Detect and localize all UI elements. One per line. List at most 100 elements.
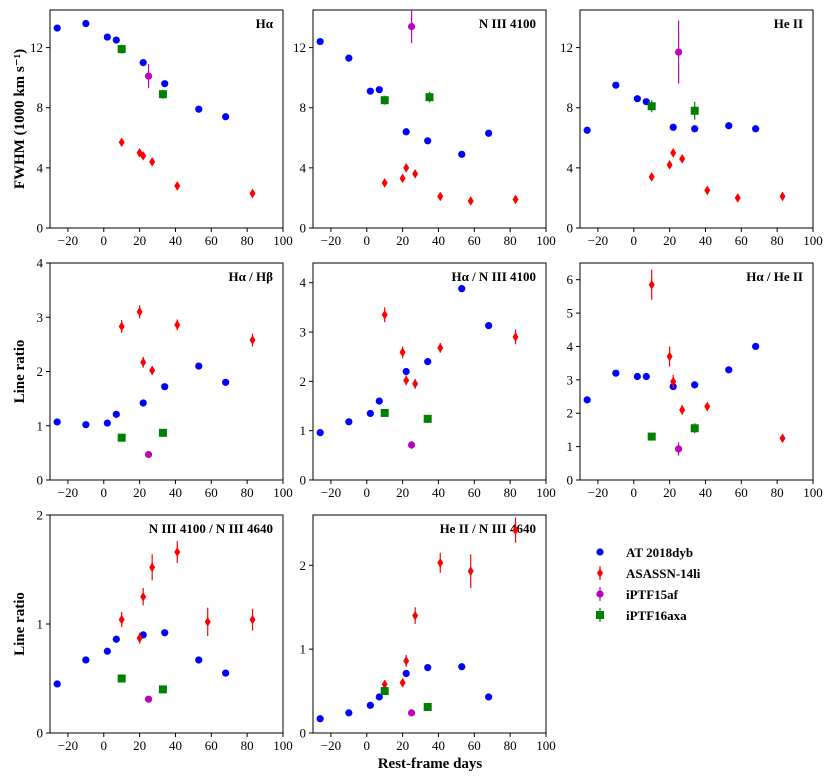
y-tick-label: 0: [300, 726, 307, 741]
data-point: [53, 680, 61, 688]
data-point: [512, 525, 519, 535]
data-point: [249, 188, 256, 199]
y-tick-label: 1: [300, 423, 307, 438]
data-point: [82, 19, 90, 28]
data-point: [53, 418, 61, 426]
data-point: [467, 196, 474, 206]
data-point: [725, 366, 733, 374]
data-point: [403, 375, 410, 386]
data-point: [612, 81, 620, 89]
series-iptf16axa: [117, 428, 167, 442]
data-point: [118, 321, 125, 332]
data-point: [691, 381, 699, 389]
data-point: [117, 674, 126, 683]
x-tick-label: 40: [169, 233, 182, 248]
data-point: [112, 410, 120, 418]
data-point: [366, 701, 374, 709]
data-point: [485, 129, 493, 137]
data-point: [666, 351, 673, 362]
x-tick-label: −20: [588, 233, 608, 248]
y-axis-label: FWHM (1000 km s⁻¹): [12, 49, 28, 189]
plot-frame: [49, 514, 284, 734]
y-tick-label: 4: [567, 339, 574, 354]
data-point: [118, 614, 125, 625]
data-point: [380, 408, 389, 417]
x-tick-label: 20: [396, 485, 409, 500]
y-tick-label: 4: [300, 275, 307, 290]
x-tick-label: 40: [699, 233, 712, 248]
y-tick-label: 1: [567, 439, 574, 454]
data-point: [399, 347, 406, 358]
y-tick-label: 12: [560, 40, 573, 55]
data-point: [117, 433, 126, 442]
data-point: [375, 693, 383, 701]
x-tick-label: 0: [364, 485, 371, 500]
data-point: [670, 376, 677, 387]
x-tick-label: 0: [631, 233, 638, 248]
x-tick-label: 100: [536, 233, 556, 248]
data-point: [407, 22, 416, 31]
panel-title: He II: [774, 16, 803, 31]
data-point: [161, 629, 169, 637]
x-tick-label: 40: [432, 738, 445, 753]
data-point: [402, 669, 410, 678]
data-point: [633, 95, 641, 103]
plot-frame: [579, 9, 814, 229]
series-iptf16axa: [647, 100, 699, 120]
data-point: [642, 372, 650, 381]
data-point: [204, 617, 211, 627]
y-tick-label: 8: [300, 100, 307, 115]
data-point: [144, 695, 153, 703]
data-point: [103, 33, 111, 41]
x-tick-label: 80: [504, 233, 517, 248]
panel-title: Hα / N III 4100: [451, 269, 536, 284]
series-iptf15af: [674, 20, 683, 84]
data-point: [222, 113, 230, 121]
plot-frame: [49, 9, 284, 229]
data-point: [381, 178, 388, 188]
data-point: [158, 90, 167, 99]
x-tick-label: 20: [663, 233, 676, 248]
data-point: [140, 591, 147, 602]
x-tick-label: 60: [205, 233, 218, 248]
data-point: [399, 173, 406, 184]
x-tick-label: 60: [735, 485, 748, 500]
data-point: [399, 677, 406, 688]
y-tick-label: 1: [37, 617, 44, 632]
plot-frame: [312, 9, 547, 229]
x-tick-label: 100: [803, 233, 823, 248]
plot-frame: [49, 262, 284, 481]
data-point: [158, 428, 167, 437]
x-tick-label: −20: [321, 485, 341, 500]
data-point: [467, 566, 474, 576]
y-tick-label: 3: [300, 325, 307, 340]
panel-title: Hα / He II: [746, 269, 803, 284]
legend-entry-at-2018dyb: AT 2018dyb: [596, 545, 693, 560]
panel-7: −20 0 20 40 60 80 100 0 1 2 N III 4100 / N III 464…: [12, 508, 293, 754]
y-tick-label: 5: [567, 306, 574, 321]
data-point: [647, 432, 656, 441]
x-tick-label: 100: [273, 485, 293, 500]
series-at-2018dyb: [53, 19, 230, 121]
data-point: [144, 72, 153, 80]
panel-4: −20 0 20 40 60 80 100 0 1 2 3 4 Hα / Hβ Line ratio: [12, 256, 293, 501]
y-tick-label: 2: [567, 406, 574, 421]
y-tick-label: 0: [37, 221, 44, 236]
series-at-2018dyb: [53, 362, 230, 429]
series-asassn-14li: [648, 269, 786, 444]
y-tick-label: 6: [567, 272, 574, 287]
data-point: [82, 421, 90, 429]
data-point: [412, 610, 419, 621]
legend-label: iPTF16axa: [626, 608, 687, 623]
legend-marker: [597, 568, 603, 578]
series-asassn-14li: [381, 307, 519, 389]
data-point: [437, 191, 444, 202]
data-point: [734, 193, 741, 203]
series-iptf15af: [144, 450, 153, 459]
series-iptf15af: [144, 695, 153, 703]
data-point: [669, 123, 677, 131]
data-point: [412, 169, 419, 179]
legend-label: iPTF15af: [626, 587, 679, 602]
data-point: [112, 635, 120, 643]
data-point: [249, 614, 256, 625]
